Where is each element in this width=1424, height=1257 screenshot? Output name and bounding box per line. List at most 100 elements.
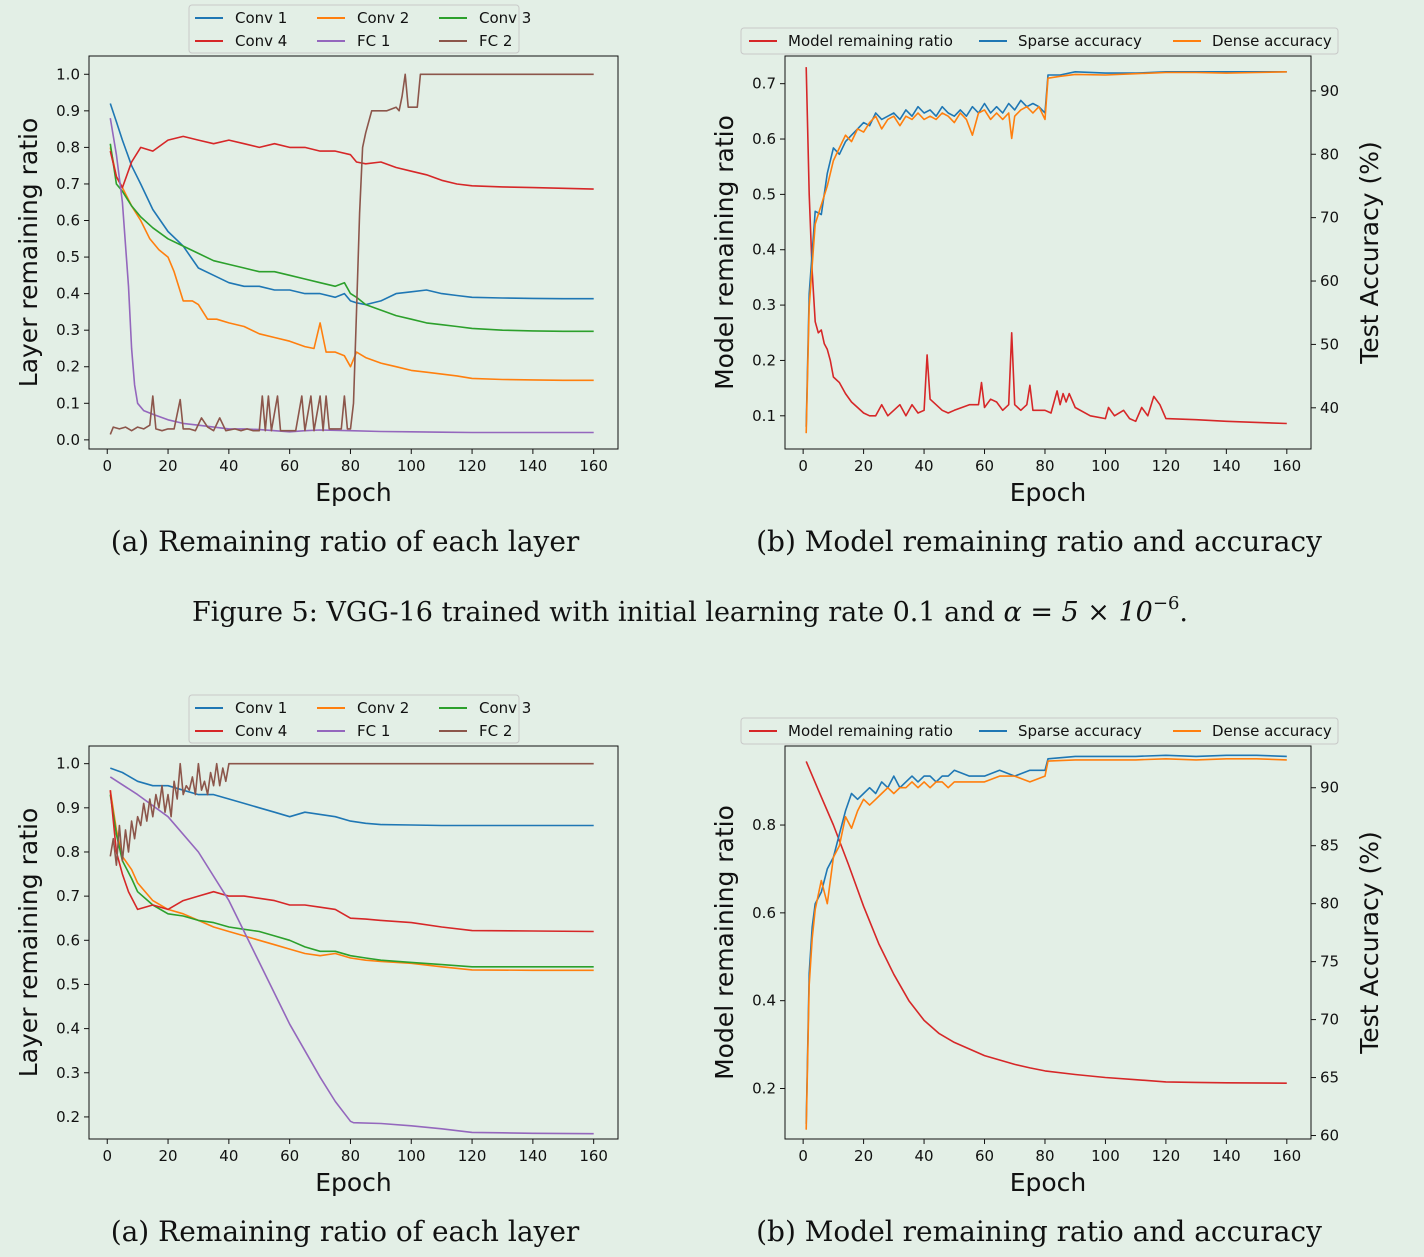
chart-model-ratio-accuracy-fig5: 0 20 40 60 80 100 120 140 160 0.1 0.2 0.3 0.4 0.5 0.6 0… (710, 27, 1384, 558)
x-tick-label: 120 (458, 457, 487, 475)
x-tick-label: 160 (579, 1147, 608, 1165)
x-tick-label: 80 (1035, 1147, 1054, 1165)
subfigure-caption: (a) Remaining ratio of each layer (111, 525, 580, 558)
legend-label-model-remaining-ratio: Model remaining ratio (788, 32, 953, 50)
y-right-tick-label: 75 (1320, 953, 1339, 971)
y-tick-label: 0.3 (56, 1064, 80, 1082)
legend-label-conv-2: Conv 2 (357, 9, 409, 27)
y-tick-label: 0.8 (752, 816, 776, 834)
legend-box (740, 717, 1339, 745)
series-line-conv-4 (109, 135, 594, 190)
plot-frame (88, 55, 619, 450)
x-tick-label: 80 (341, 1147, 360, 1165)
y-tick-label: 0.5 (56, 975, 80, 993)
y-tick-label: 0.2 (56, 1108, 80, 1126)
x-tick-label: 60 (280, 457, 299, 475)
y-tick-label: 0.3 (56, 321, 80, 339)
x-tick-label: 160 (1272, 457, 1301, 475)
subfigure-caption: (b) Model remaining ratio and accuracy (756, 1215, 1322, 1248)
series-line-conv-2 (109, 790, 594, 972)
chart-layer-ratio-fig5: 0 20 40 60 80 100 120 140 160 0.0 0.1 0.2 0.3 0.4 0.5 0… (14, 4, 619, 558)
plot-frame (784, 55, 1312, 450)
series-line-sparse-accuracy (805, 71, 1287, 427)
series-line-fc-1 (109, 776, 594, 1135)
legend-label-conv-1: Conv 1 (235, 9, 287, 27)
y-tick-label: 0.7 (56, 175, 80, 193)
y-tick-label: 0.6 (56, 931, 80, 949)
legend-label-conv-2: Conv 2 (357, 699, 409, 717)
x-tick-label: 160 (1272, 1147, 1301, 1165)
series-line-sparse-accuracy (805, 754, 1287, 1124)
x-tick-label: 140 (519, 457, 548, 475)
x-axis-label: Epoch (1010, 1168, 1087, 1197)
y-tick-label: 0.6 (56, 212, 80, 230)
series-line-conv-1 (110, 767, 594, 827)
y-right-tick-label: 90 (1320, 779, 1339, 797)
legend-box (188, 4, 520, 54)
legend-label-conv-1: Conv 1 (235, 699, 287, 717)
x-axis-label: Epoch (1010, 478, 1087, 507)
x-tick-label: 0 (798, 1147, 808, 1165)
series-line-conv-1 (109, 103, 594, 306)
x-tick-label: 160 (579, 457, 608, 475)
y-axis-label: Layer remaining ratio (14, 118, 43, 387)
legend-label-sparse-accuracy: Sparse accuracy (1018, 32, 1142, 50)
legend-label-conv-4: Conv 4 (235, 32, 287, 50)
x-tick-label: 40 (915, 1147, 934, 1165)
x-tick-label: 80 (341, 457, 360, 475)
legend: Model remaining ratio Sparse accuracy Dens… (740, 717, 1339, 745)
y-right-tick-label: 40 (1320, 399, 1339, 417)
series-line-conv-3 (109, 143, 594, 333)
x-tick-label: 0 (102, 1147, 112, 1165)
y-right-tick-label: 65 (1320, 1069, 1339, 1087)
y-axis-label: Layer remaining ratio (14, 808, 43, 1077)
x-tick-label: 0 (102, 457, 112, 475)
legend-label-fc-2: FC 2 (479, 32, 512, 50)
legend-label-conv-3: Conv 3 (479, 9, 531, 27)
x-tick-label: 100 (397, 457, 426, 475)
y-tick-label: 0.1 (752, 407, 776, 425)
y-tick-label: 0.6 (752, 904, 776, 922)
y-tick-label: 0.6 (752, 130, 776, 148)
y-tick-label: 0.8 (56, 138, 80, 156)
y-tick-label: 0.4 (56, 1020, 80, 1038)
series-line-conv-3 (109, 794, 594, 968)
legend-label-conv-3: Conv 3 (479, 699, 531, 717)
legend-label-fc-1: FC 1 (357, 722, 390, 740)
legend-label-model-remaining-ratio: Model remaining ratio (788, 722, 953, 740)
y-right-tick-label: 80 (1320, 145, 1339, 163)
y-tick-label: 0.5 (56, 248, 80, 266)
x-axis-label: Epoch (315, 478, 392, 507)
y-tick-label: 0.1 (56, 394, 80, 412)
x-tick-label: 60 (975, 457, 994, 475)
y-tick-label: 0.2 (752, 351, 776, 369)
legend-label-conv-4: Conv 4 (235, 722, 287, 740)
y-right-tick-label: 70 (1320, 209, 1339, 227)
series-line-dense-accuracy (805, 758, 1287, 1130)
series-lines (805, 67, 1287, 434)
x-tick-label: 0 (798, 457, 808, 475)
series-lines (805, 754, 1287, 1130)
y-tick-label: 0.5 (752, 185, 776, 203)
series-line-conv-2 (109, 147, 594, 382)
x-tick-label: 20 (158, 1147, 177, 1165)
x-tick-label: 100 (397, 1147, 426, 1165)
y-right-tick-label: 80 (1320, 895, 1339, 913)
legend-box (740, 27, 1339, 55)
x-tick-label: 100 (1091, 1147, 1120, 1165)
figure-5-caption: Figure 5: VGG-16 trained with initial le… (192, 593, 1188, 628)
legend-label-sparse-accuracy: Sparse accuracy (1018, 722, 1142, 740)
x-tick-label: 80 (1035, 457, 1054, 475)
y-tick-label: 0.0 (56, 431, 80, 449)
y-tick-label: 0.3 (752, 296, 776, 314)
series-line-fc-1 (109, 117, 594, 434)
x-tick-label: 120 (458, 1147, 487, 1165)
x-tick-label: 20 (854, 1147, 873, 1165)
y-right-tick-label: 90 (1320, 82, 1339, 100)
y-axis-label: Model remaining ratio (710, 115, 739, 390)
x-tick-label: 100 (1091, 457, 1120, 475)
y-tick-label: 0.9 (56, 799, 80, 817)
x-tick-label: 140 (1212, 1147, 1241, 1165)
y-right-axis-label: Test Accuracy (%) (1355, 141, 1384, 365)
